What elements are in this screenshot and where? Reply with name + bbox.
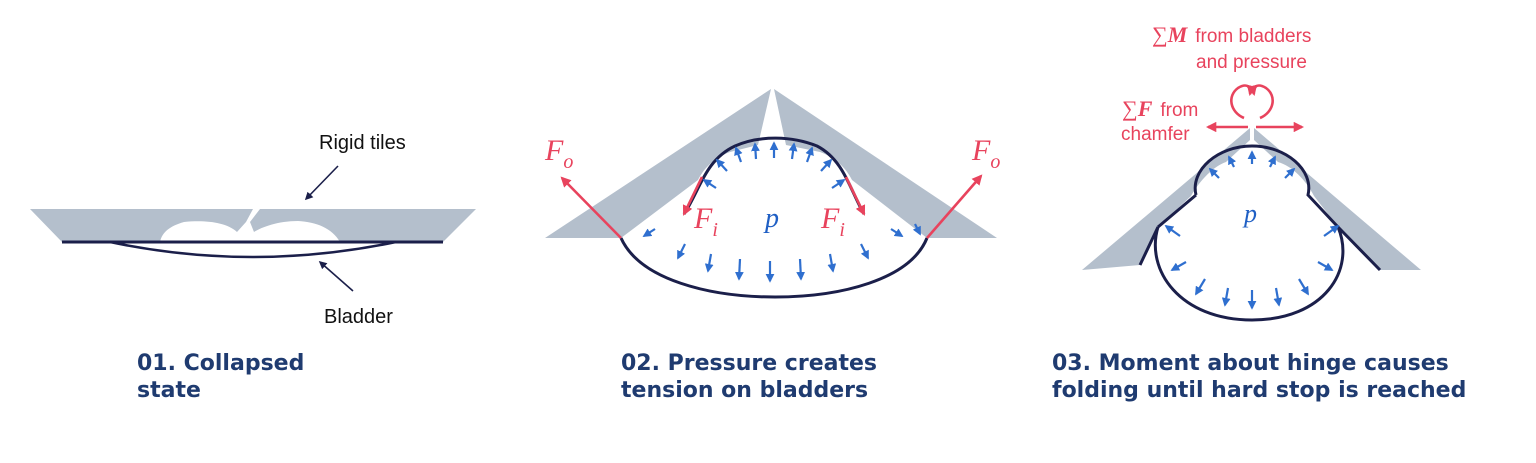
fi-right-label: Fi	[820, 202, 845, 241]
rigid-tile-right	[1254, 128, 1421, 270]
pressure-label: p	[763, 203, 779, 234]
fi-left-label: Fi	[693, 202, 718, 241]
moment-label-line2: and pressure	[1196, 52, 1307, 73]
bladder-label: Bladder	[324, 306, 393, 328]
moment-and-force-arrows	[1205, 84, 1305, 133]
bladder-outer	[619, 237, 929, 299]
moment-label-line1: ∑M from bladders	[1152, 22, 1311, 47]
rigid-tile-right	[250, 209, 476, 242]
bladder-inner-left-edge	[1157, 193, 1197, 229]
rigid-tile-left	[545, 89, 771, 238]
bladder-inner	[682, 136, 866, 215]
rigid-tile-left	[1082, 128, 1250, 270]
force-label-line2: chamfer	[1121, 124, 1190, 145]
caption-pressure: 02. Pressure creates tension on bladders	[621, 351, 877, 403]
fo-right-label: Fo	[971, 134, 1000, 173]
bladder-outer	[1138, 225, 1382, 322]
caption-folding: 03. Moment about hinge causes folding un…	[1052, 351, 1467, 403]
force-label-line1: ∑F from	[1122, 96, 1198, 121]
bladder-pointer	[318, 260, 354, 292]
panel-pressurized: Fo Fo Fi Fi p	[544, 89, 1000, 299]
tension-forces	[560, 174, 983, 239]
pressure-arrows	[642, 141, 921, 283]
panel-folded: ∑M from bladders and pressure ∑F from cham…	[1082, 22, 1421, 322]
caption-collapsed: 01. Collapsed state	[137, 351, 305, 403]
bladder-inner	[1193, 144, 1340, 229]
rigid-tile-right	[774, 89, 997, 238]
rigid-tiles-pointer	[304, 165, 339, 201]
fo-right-arrow	[926, 174, 983, 239]
rigid-tile-left	[30, 209, 253, 242]
panel-collapsed: Rigid tiles Bladder	[30, 132, 476, 328]
moment-arrow-right	[1246, 84, 1274, 120]
moment-arrow-left	[1230, 84, 1258, 120]
fo-left-label: Fo	[544, 134, 573, 173]
pressure-label: p	[1242, 199, 1257, 228]
rigid-tiles-label: Rigid tiles	[319, 132, 406, 154]
bladder-membrane	[109, 240, 397, 259]
fo-left-arrow	[560, 176, 622, 239]
fi-left-arrow	[682, 176, 704, 216]
fi-right-arrow	[844, 176, 866, 216]
pressure-arrows	[1164, 150, 1340, 310]
